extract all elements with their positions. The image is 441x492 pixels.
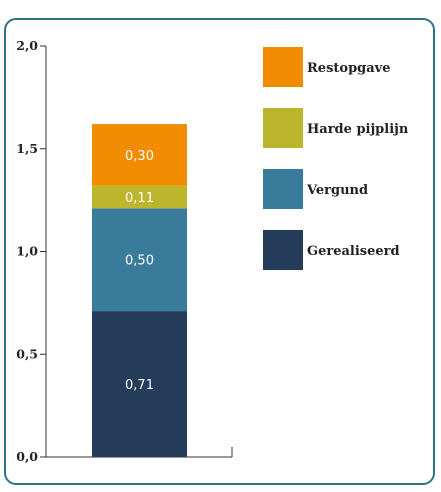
y-axis: 0,0 0,5 1,0 1,5 2,0: [16, 38, 233, 464]
legend-swatch: [263, 47, 303, 87]
bar-value-label: 0,11: [125, 191, 154, 206]
legend-label: Harde pijplijn: [307, 122, 409, 137]
bar-segment: [92, 124, 187, 186]
y-tick-label: 2,0: [16, 38, 38, 53]
bar-stack: 0,71 0,50 0,11 0,30: [92, 124, 187, 457]
legend-swatch: [263, 169, 303, 209]
y-tick-label: 1,0: [16, 244, 38, 259]
bar-segment: [92, 311, 187, 457]
legend-label: Gerealiseerd: [307, 244, 400, 259]
legend: Restopgave Harde pijplijn Vergund Gerealise…: [263, 47, 409, 270]
y-tick-label: 0,0: [16, 449, 38, 464]
legend-swatch: [263, 230, 303, 270]
legend-label: Vergund: [306, 183, 368, 198]
y-tick-label: 0,5: [16, 346, 38, 361]
bar-value-label: 0,50: [125, 254, 154, 269]
y-tick-label: 1,5: [16, 141, 38, 156]
bar-value-label: 0,30: [125, 149, 154, 164]
legend-swatch: [263, 108, 303, 148]
legend-label: Restopgave: [307, 61, 391, 76]
bar-segment: [92, 208, 187, 312]
bar-segment: [92, 185, 187, 209]
chart-card: [4, 18, 435, 485]
bar-value-label: 0,71: [125, 378, 154, 393]
